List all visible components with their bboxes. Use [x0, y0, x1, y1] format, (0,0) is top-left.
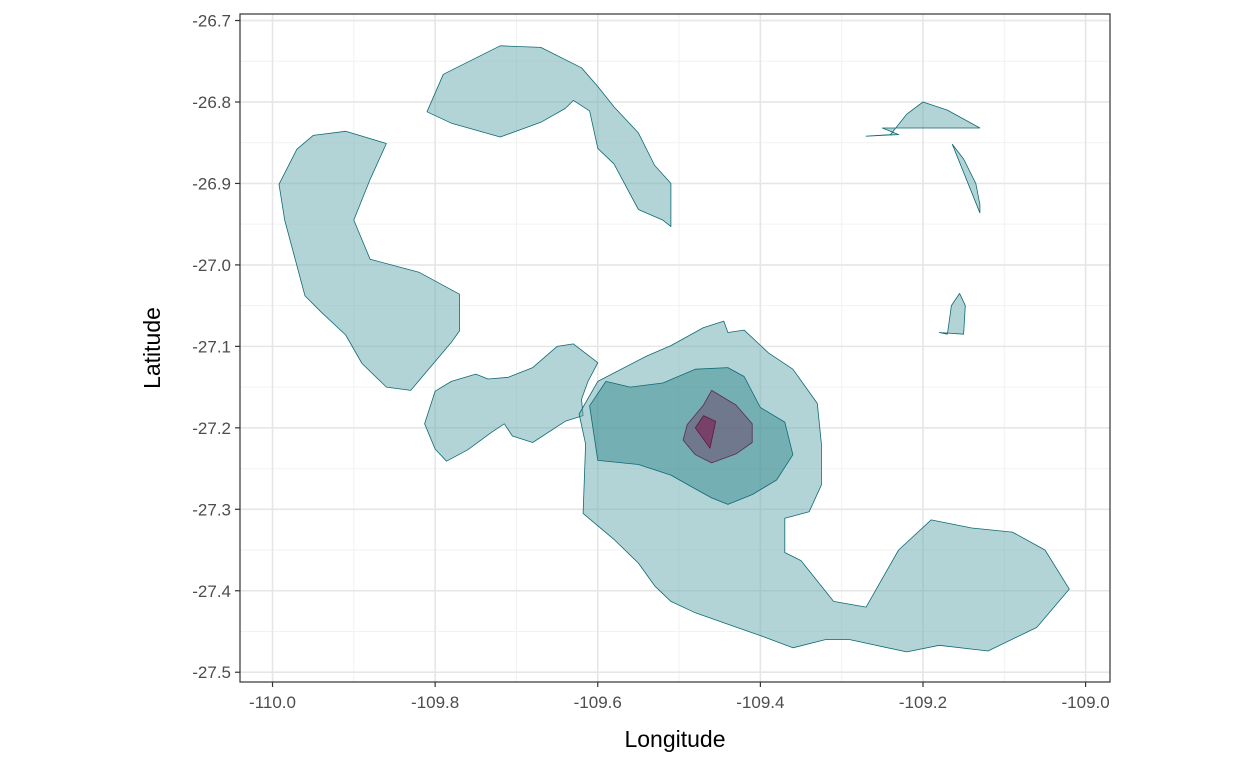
contour-level-1-polygon-5 [865, 101, 981, 137]
contour-layers [278, 45, 1070, 653]
x-tick-label: -109.6 [574, 693, 622, 712]
x-tick-label: -110.0 [249, 693, 296, 712]
y-tick-label: -27.4 [192, 582, 231, 601]
contour-level-1-polygon-2 [278, 130, 460, 391]
x-tick-label: -109.8 [411, 693, 459, 712]
contour-level-4-polygon-1 [694, 415, 717, 449]
y-axis-title: Latitude [139, 307, 165, 389]
x-axis: -110.0 -109.8 -109.6 -109.4 -109.2 -109.0 [249, 682, 1110, 712]
contour-level-1-polygon-7 [938, 292, 966, 335]
x-tick-label: -109.4 [736, 693, 784, 712]
contour-level-1-polygon-4 [578, 320, 1070, 653]
y-tick-label: -26.9 [192, 174, 231, 193]
y-tick-label: -27.1 [192, 337, 231, 356]
y-tick-label: -27.5 [192, 663, 231, 682]
y-tick-label: -26.7 [192, 12, 231, 31]
x-axis-title: Longitude [624, 726, 725, 752]
contour-level-1-polygon-3 [424, 343, 599, 462]
contour-level-3-polygon-1 [682, 389, 753, 464]
x-tick-label: -109.0 [1062, 693, 1110, 712]
y-axis: -26.7 -26.8 -26.9 -27.0 -27.1 -27.2 -27.3 -27.4… [192, 12, 240, 682]
y-tick-label: -27.0 [192, 256, 231, 275]
panel-border [239, 13, 1111, 683]
contour-level-1-polygon-1 [426, 45, 672, 228]
contour-level-1-polygon-6 [951, 143, 981, 214]
y-tick-label: -27.2 [192, 419, 231, 438]
y-tick-label: -26.8 [192, 93, 231, 112]
x-tick-label: -109.2 [899, 693, 947, 712]
y-tick-label: -27.3 [192, 500, 231, 519]
